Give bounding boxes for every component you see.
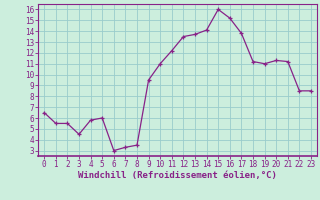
X-axis label: Windchill (Refroidissement éolien,°C): Windchill (Refroidissement éolien,°C) [78, 171, 277, 180]
